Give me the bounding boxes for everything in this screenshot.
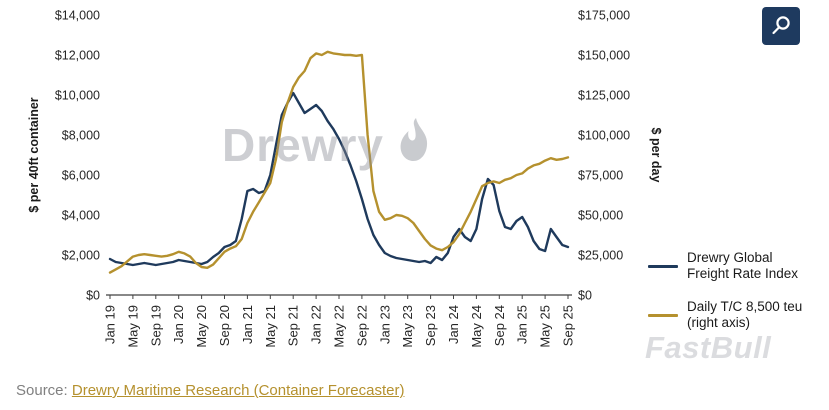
source-line: Source: Drewry Maritime Research (Contai… (16, 382, 404, 399)
x-axis-tick-label: Jan 22 (309, 305, 324, 344)
legend-item-daily-tc: Daily T/C 8,500 teu (right axis) (648, 299, 826, 332)
right-axis-tick-label: $175,000 (578, 9, 630, 23)
x-axis-tick-label: Sep 19 (148, 305, 163, 346)
x-axis-tick-label: May 25 (538, 305, 553, 348)
legend-label-daily-tc: Daily T/C 8,500 teu (right axis) (687, 298, 803, 331)
legend-item-freight-index: Drewry Global Freight Rate Index (648, 250, 826, 283)
right-axis-tick-label: $125,000 (578, 89, 630, 103)
magnifier-icon (772, 16, 790, 35)
source-link[interactable]: Drewry Maritime Research (Container Fore… (71, 382, 405, 399)
left-axis-tick-label: $10,000 (55, 89, 100, 103)
left-axis-tick-label: $2,000 (62, 249, 100, 263)
zoom-button[interactable] (762, 7, 800, 45)
chart-legend: Drewry Global Freight Rate Index Daily T… (648, 250, 826, 348)
x-axis-tick-label: Sep 24 (492, 305, 507, 346)
x-axis-tick-label: Jan 25 (515, 305, 530, 344)
right-axis-tick-label: $75,000 (578, 169, 623, 183)
x-axis-tick-label: Jan 21 (240, 305, 255, 344)
x-axis-tick-label: Sep 25 (561, 305, 576, 346)
x-axis-tick-label: Jan 20 (171, 305, 186, 344)
x-axis-tick-label: May 23 (400, 305, 415, 348)
legend-swatch-gold (648, 313, 678, 317)
x-axis-tick-label: Jan 19 (103, 305, 118, 344)
left-axis-tick-label: $12,000 (55, 49, 100, 63)
legend-swatch-navy (648, 264, 678, 268)
left-axis-tick-label: $6,000 (62, 169, 100, 183)
x-axis-tick-label: May 20 (194, 305, 209, 348)
x-axis-tick-label: May 19 (125, 305, 140, 348)
x-axis-tick-label: Sep 21 (286, 305, 301, 346)
x-axis-tick-label: May 24 (469, 305, 484, 348)
x-axis-tick-label: Sep 22 (354, 305, 369, 346)
left-axis-title: $ per 40ft container (27, 97, 41, 212)
x-axis-tick-label: Jan 24 (446, 305, 461, 344)
x-axis-tick-label: Sep 20 (217, 305, 232, 346)
right-axis-tick-label: $100,000 (578, 129, 630, 143)
left-axis-tick-label: $14,000 (55, 9, 100, 23)
legend-label-freight-index: Drewry Global Freight Rate Index (687, 250, 799, 282)
chart-canvas: $0 $2,000 $4,000 $6,000 $8,000 $10,000 $12,000… (27, 9, 663, 348)
source-prefix: Source: (16, 382, 68, 399)
left-axis-tick-label: $0 (86, 289, 100, 303)
right-axis-tick-label: $25,000 (578, 249, 623, 263)
x-axis-tick-label: May 21 (263, 305, 278, 348)
x-axis-tick-label: May 22 (332, 305, 347, 348)
left-axis-tick-label: $4,000 (62, 209, 100, 223)
right-axis-tick-label: $150,000 (578, 49, 630, 63)
x-axis-tick-label: Sep 23 (423, 305, 438, 346)
left-axis-tick-label: $8,000 (62, 129, 100, 143)
series-line-daily-tc (108, 50, 570, 274)
right-axis-tick-label: $0 (578, 289, 592, 303)
series-line-freight-index (108, 91, 570, 267)
right-axis-tick-label: $50,000 (578, 209, 623, 223)
right-axis-title: $ per day (649, 128, 663, 183)
x-axis-tick-label: Jan 23 (377, 305, 392, 344)
